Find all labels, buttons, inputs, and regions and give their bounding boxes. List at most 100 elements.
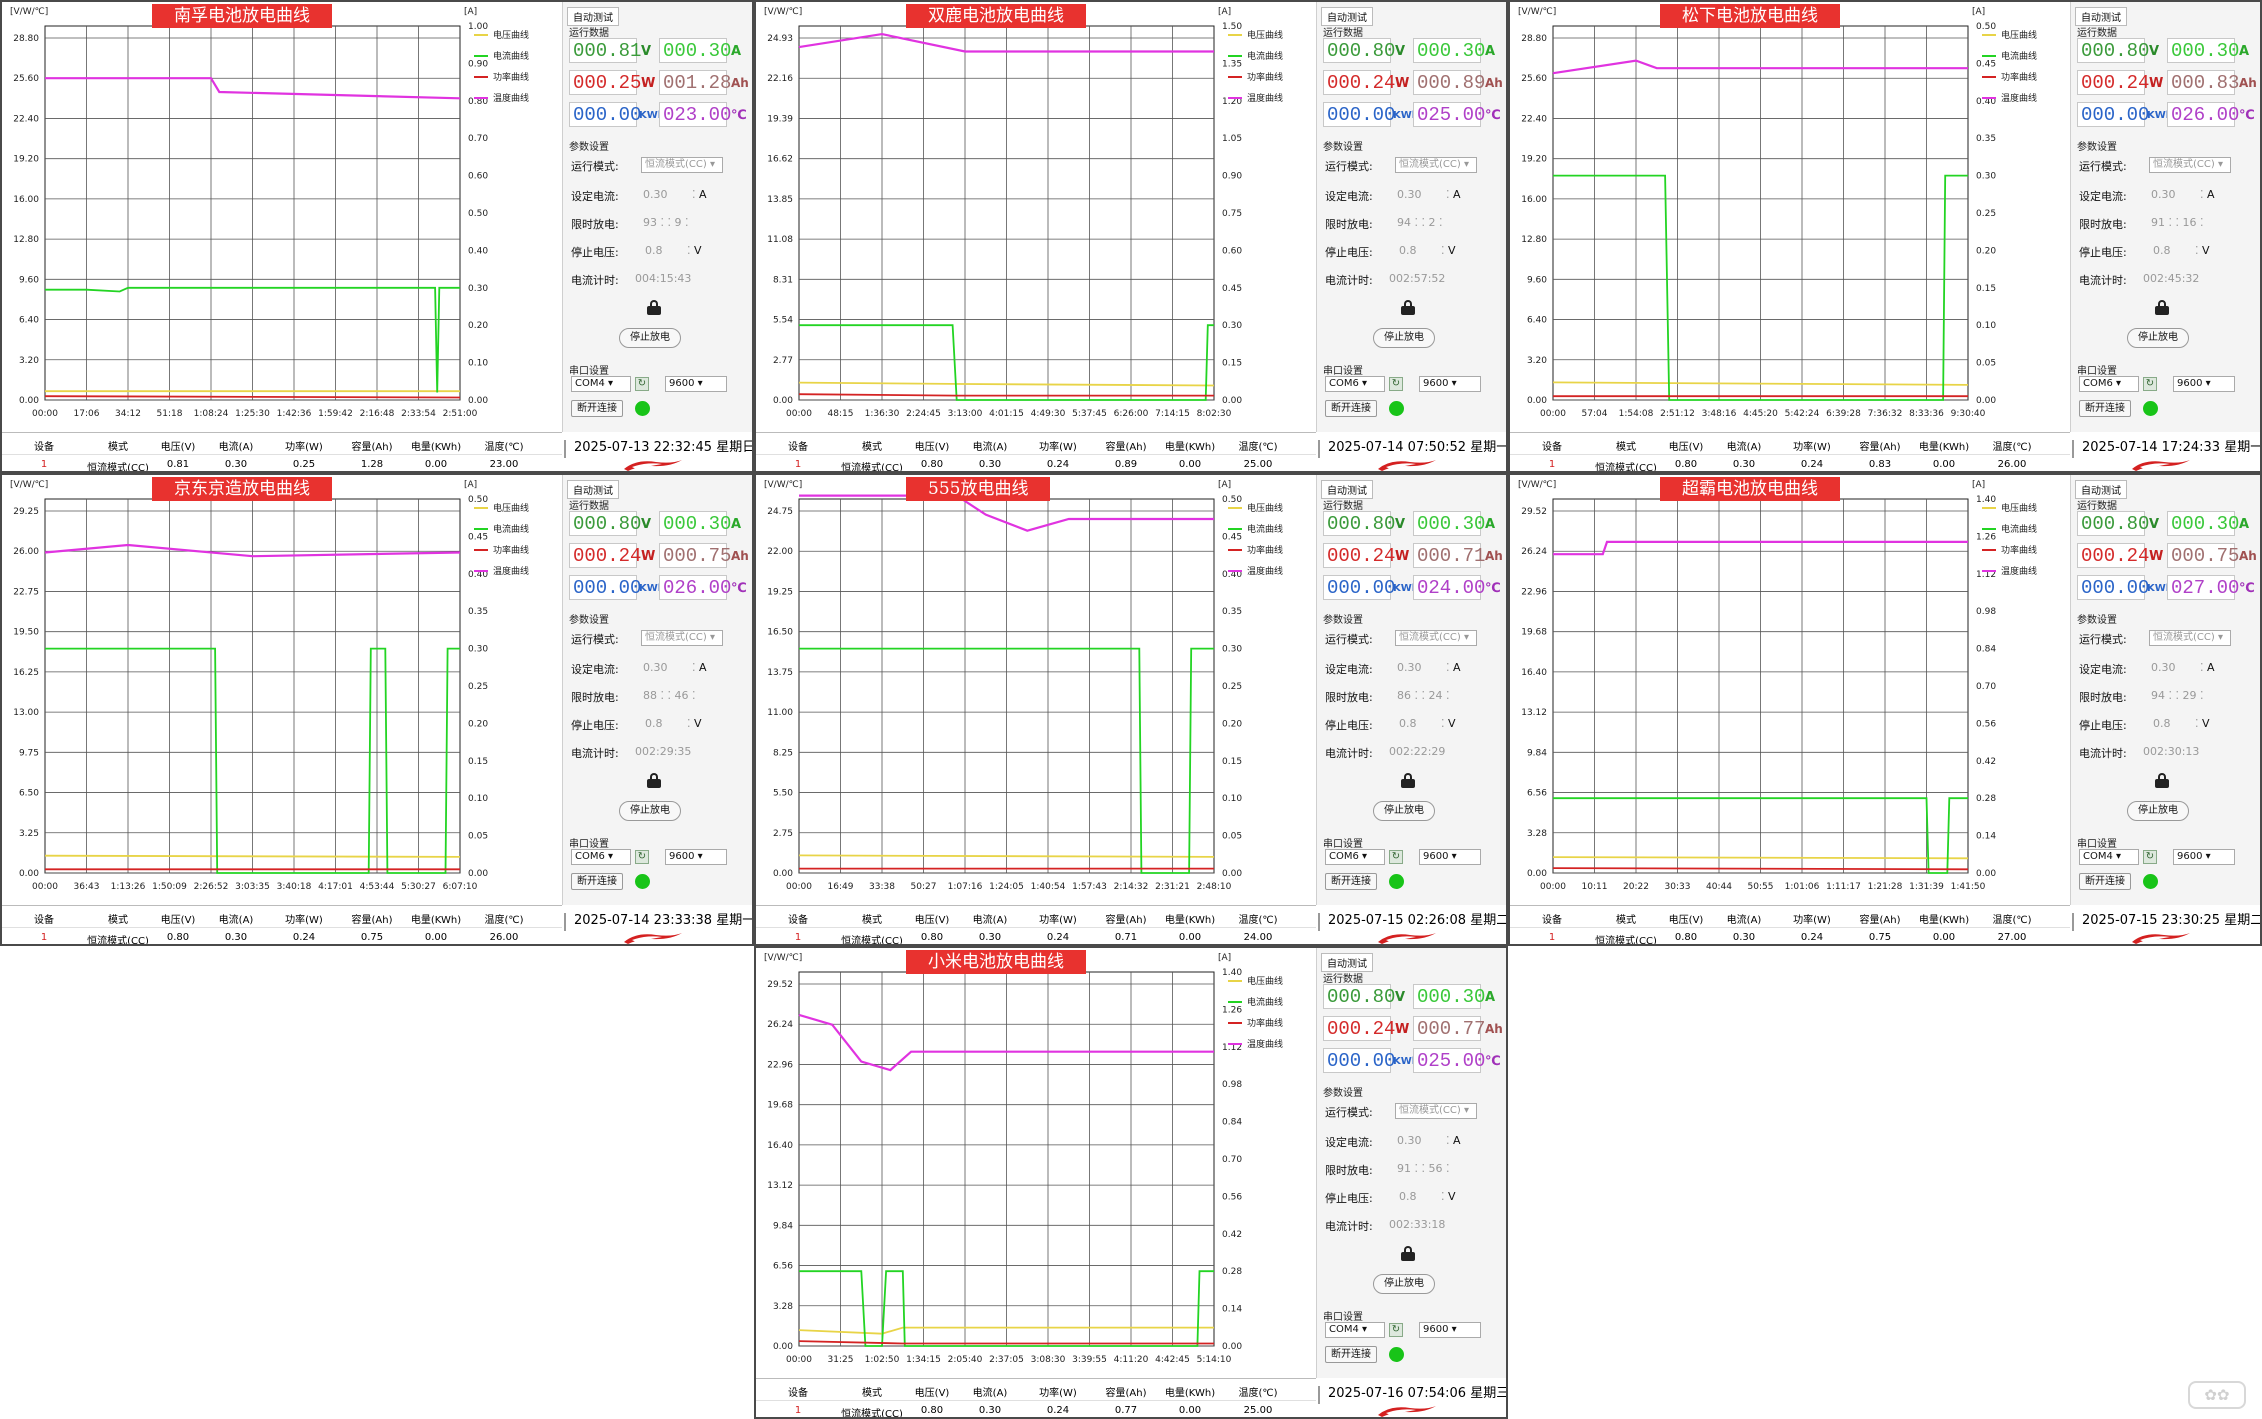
refresh-ports-icon[interactable]: ↻ <box>635 377 649 391</box>
baud-rate-select[interactable]: 9600 ▾ <box>1419 849 1481 865</box>
time-limit-field[interactable]: 91 ⁚ ⁚ 56 ⁚ <box>1397 1162 1450 1175</box>
set-current-field[interactable]: 0.30 ⁚ A <box>1397 1134 1461 1147</box>
lock-icon[interactable] <box>2155 300 2169 315</box>
baud-rate-select[interactable]: 9600 ▾ <box>1419 376 1481 392</box>
disconnect-button[interactable]: 断开连接 <box>1325 400 1377 417</box>
tab-auto-test[interactable]: 自动测试 <box>1321 953 1373 972</box>
legend-temperature[interactable]: 温度曲线 <box>1228 1033 1283 1054</box>
time-limit-field[interactable]: 91 ⁚ ⁚ 16 ⁚ <box>2151 216 2204 229</box>
tab-auto-test[interactable]: 自动测试 <box>1321 7 1373 26</box>
set-current-field[interactable]: 0.30 ⁚ A <box>1397 661 1461 674</box>
stop-voltage-field[interactable]: 0.8 ⁚ V <box>2153 717 2210 730</box>
lock-icon[interactable] <box>1401 773 1415 788</box>
baud-rate-select[interactable]: 9600 ▾ <box>1419 1322 1481 1338</box>
stop-voltage-field[interactable]: 0.8 ⁚ V <box>1399 717 1456 730</box>
refresh-ports-icon[interactable]: ↻ <box>1389 1323 1403 1337</box>
disconnect-button[interactable]: 断开连接 <box>2079 873 2131 890</box>
stop-discharge-button[interactable]: 停止放电 <box>1373 328 1435 348</box>
mode-select[interactable]: 恒流模式(CC) ▾ <box>2149 630 2231 646</box>
legend-power[interactable]: 功率曲线 <box>1228 539 1283 560</box>
refresh-ports-icon[interactable]: ↻ <box>1389 850 1403 864</box>
tab-auto-test[interactable]: 自动测试 <box>567 480 619 499</box>
lock-icon[interactable] <box>2155 773 2169 788</box>
disconnect-button[interactable]: 断开连接 <box>1325 873 1377 890</box>
legend-voltage[interactable]: 电压曲线 <box>1982 497 2037 518</box>
stop-voltage-field[interactable]: 0.8 ⁚ V <box>1399 1190 1456 1203</box>
refresh-ports-icon[interactable]: ↻ <box>635 850 649 864</box>
legend-power[interactable]: 功率曲线 <box>474 539 529 560</box>
mode-select[interactable]: 恒流模式(CC) ▾ <box>1395 1103 1477 1119</box>
stop-discharge-button[interactable]: 停止放电 <box>1373 801 1435 821</box>
com-port-select[interactable]: COM6 ▾ <box>2079 376 2139 392</box>
set-current-field[interactable]: 0.30 ⁚ A <box>643 188 707 201</box>
time-limit-field[interactable]: 88 ⁚ ⁚ 46 ⁚ <box>643 689 696 702</box>
set-current-field[interactable]: 0.30 ⁚ A <box>2151 188 2215 201</box>
legend-power[interactable]: 功率曲线 <box>1228 1012 1283 1033</box>
time-limit-field[interactable]: 93 ⁚ ⁚ 9 ⁚ <box>643 216 689 229</box>
disconnect-button[interactable]: 断开连接 <box>571 873 623 890</box>
stop-discharge-button[interactable]: 停止放电 <box>619 801 681 821</box>
refresh-ports-icon[interactable]: ↻ <box>1389 377 1403 391</box>
stop-voltage-field[interactable]: 0.8 ⁚ V <box>645 717 702 730</box>
mode-select[interactable]: 恒流模式(CC) ▾ <box>2149 157 2231 173</box>
legend-current[interactable]: 电流曲线 <box>1982 518 2037 539</box>
legend-temperature[interactable]: 温度曲线 <box>1982 87 2037 108</box>
baud-rate-select[interactable]: 9600 ▾ <box>665 376 727 392</box>
set-current-field[interactable]: 0.30 ⁚ A <box>643 661 707 674</box>
disconnect-button[interactable]: 断开连接 <box>1325 1346 1377 1363</box>
legend-temperature[interactable]: 温度曲线 <box>474 560 529 581</box>
stop-voltage-field[interactable]: 0.8 ⁚ V <box>2153 244 2210 257</box>
disconnect-button[interactable]: 断开连接 <box>2079 400 2131 417</box>
legend-current[interactable]: 电流曲线 <box>474 518 529 539</box>
legend-voltage[interactable]: 电压曲线 <box>474 497 529 518</box>
legend-voltage[interactable]: 电压曲线 <box>1982 24 2037 45</box>
legend-temperature[interactable]: 温度曲线 <box>1228 560 1283 581</box>
tab-auto-test[interactable]: 自动测试 <box>567 7 619 26</box>
lock-icon[interactable] <box>647 773 661 788</box>
legend-current[interactable]: 电流曲线 <box>1228 518 1283 539</box>
baud-rate-select[interactable]: 9600 ▾ <box>2173 376 2235 392</box>
com-port-select[interactable]: COM6 ▾ <box>1325 849 1385 865</box>
com-port-select[interactable]: COM6 ▾ <box>571 849 631 865</box>
refresh-ports-icon[interactable]: ↻ <box>2143 377 2157 391</box>
com-port-select[interactable]: COM4 ▾ <box>571 376 631 392</box>
baud-rate-select[interactable]: 9600 ▾ <box>665 849 727 865</box>
legend-temperature[interactable]: 温度曲线 <box>1982 560 2037 581</box>
mode-select[interactable]: 恒流模式(CC) ▾ <box>1395 157 1477 173</box>
lock-icon[interactable] <box>1401 1246 1415 1261</box>
legend-current[interactable]: 电流曲线 <box>1228 45 1283 66</box>
legend-voltage[interactable]: 电压曲线 <box>1228 497 1283 518</box>
legend-temperature[interactable]: 温度曲线 <box>1228 87 1283 108</box>
stop-voltage-field[interactable]: 0.8 ⁚ V <box>645 244 702 257</box>
time-limit-field[interactable]: 94 ⁚ ⁚ 29 ⁚ <box>2151 689 2204 702</box>
baud-rate-select[interactable]: 9600 ▾ <box>2173 849 2235 865</box>
legend-current[interactable]: 电流曲线 <box>474 45 529 66</box>
tab-auto-test[interactable]: 自动测试 <box>1321 480 1373 499</box>
tab-auto-test[interactable]: 自动测试 <box>2075 7 2127 26</box>
legend-voltage[interactable]: 电压曲线 <box>1228 24 1283 45</box>
com-port-select[interactable]: COM4 ▾ <box>1325 1322 1385 1338</box>
mode-select[interactable]: 恒流模式(CC) ▾ <box>641 157 723 173</box>
tab-auto-test[interactable]: 自动测试 <box>2075 480 2127 499</box>
legend-voltage[interactable]: 电压曲线 <box>1228 970 1283 991</box>
mode-select[interactable]: 恒流模式(CC) ▾ <box>641 630 723 646</box>
lock-icon[interactable] <box>647 300 661 315</box>
stop-discharge-button[interactable]: 停止放电 <box>1373 1274 1435 1294</box>
legend-current[interactable]: 电流曲线 <box>1228 991 1283 1012</box>
lock-icon[interactable] <box>1401 300 1415 315</box>
set-current-field[interactable]: 0.30 ⁚ A <box>2151 661 2215 674</box>
legend-power[interactable]: 功率曲线 <box>1228 66 1283 87</box>
legend-voltage[interactable]: 电压曲线 <box>474 24 529 45</box>
legend-current[interactable]: 电流曲线 <box>1982 45 2037 66</box>
legend-power[interactable]: 功率曲线 <box>474 66 529 87</box>
disconnect-button[interactable]: 断开连接 <box>571 400 623 417</box>
set-current-field[interactable]: 0.30 ⁚ A <box>1397 188 1461 201</box>
legend-power[interactable]: 功率曲线 <box>1982 66 2037 87</box>
mode-select[interactable]: 恒流模式(CC) ▾ <box>1395 630 1477 646</box>
stop-discharge-button[interactable]: 停止放电 <box>2127 328 2189 348</box>
time-limit-field[interactable]: 94 ⁚ ⁚ 2 ⁚ <box>1397 216 1443 229</box>
stop-voltage-field[interactable]: 0.8 ⁚ V <box>1399 244 1456 257</box>
time-limit-field[interactable]: 86 ⁚ ⁚ 24 ⁚ <box>1397 689 1450 702</box>
stop-discharge-button[interactable]: 停止放电 <box>2127 801 2189 821</box>
com-port-select[interactable]: COM6 ▾ <box>1325 376 1385 392</box>
